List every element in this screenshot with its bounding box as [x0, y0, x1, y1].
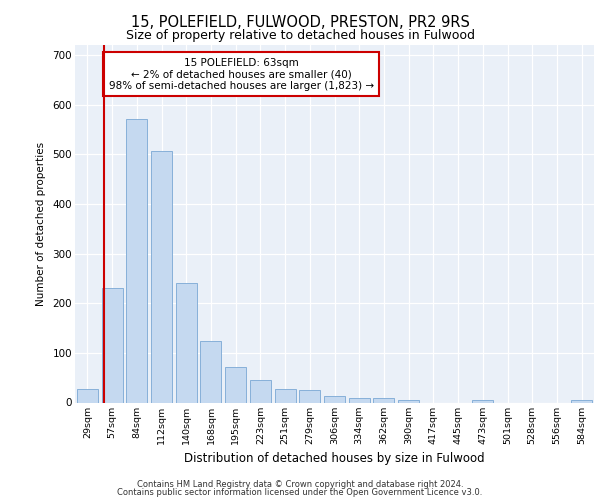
Bar: [200, 342, 221, 402]
Bar: [373, 398, 394, 402]
Bar: [275, 388, 296, 402]
Text: 15 POLEFIELD: 63sqm
← 2% of detached houses are smaller (40)
98% of semi-detache: 15 POLEFIELD: 63sqm ← 2% of detached hou…: [109, 58, 374, 90]
X-axis label: Distribution of detached houses by size in Fulwood: Distribution of detached houses by size …: [184, 452, 485, 465]
Text: Contains public sector information licensed under the Open Government Licence v3: Contains public sector information licen…: [118, 488, 482, 497]
Bar: [225, 367, 246, 402]
Bar: [101, 288, 122, 403]
Bar: [571, 400, 592, 402]
Bar: [126, 120, 147, 403]
Bar: [176, 284, 197, 403]
Bar: [324, 396, 345, 402]
Text: Contains HM Land Registry data © Crown copyright and database right 2024.: Contains HM Land Registry data © Crown c…: [137, 480, 463, 489]
Bar: [151, 151, 172, 403]
Text: 15, POLEFIELD, FULWOOD, PRESTON, PR2 9RS: 15, POLEFIELD, FULWOOD, PRESTON, PR2 9RS: [131, 15, 469, 30]
Bar: [349, 398, 370, 402]
Bar: [250, 380, 271, 402]
Text: Size of property relative to detached houses in Fulwood: Size of property relative to detached ho…: [125, 29, 475, 42]
Bar: [472, 400, 493, 402]
Bar: [77, 388, 98, 402]
Bar: [398, 400, 419, 402]
Bar: [299, 390, 320, 402]
Y-axis label: Number of detached properties: Number of detached properties: [35, 142, 46, 306]
